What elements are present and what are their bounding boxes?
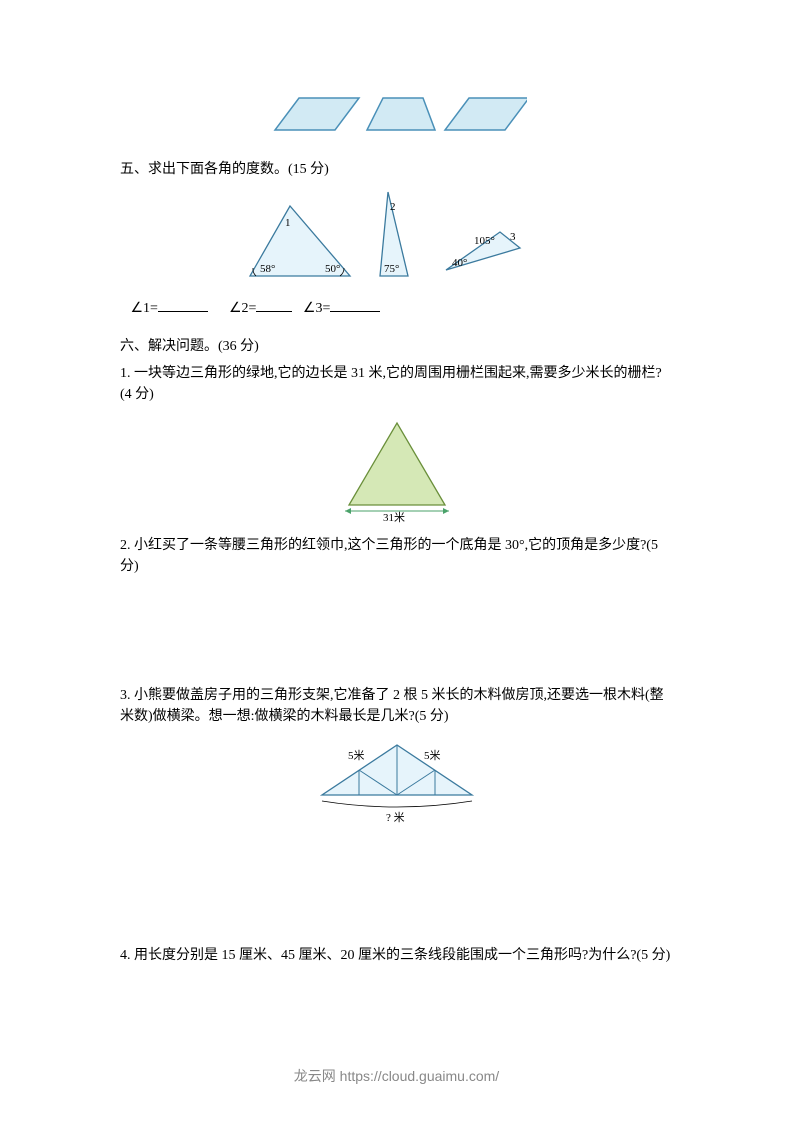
section5-answers: ∠1= ∠2= ∠3=: [120, 298, 673, 317]
quadrilaterals-svg: [267, 88, 527, 140]
problem-4: 4. 用长度分别是 15 厘米、45 厘米、20 厘米的三条线段能围成一个三角形…: [120, 945, 673, 966]
tri2-bottom: 75°: [384, 263, 399, 275]
p3-bottom: ? 米: [386, 811, 405, 824]
tri1-target: 1: [285, 217, 291, 229]
tri2-target: 2: [390, 201, 396, 213]
top-shapes-figure: [120, 88, 673, 140]
trapezoid: [367, 98, 435, 130]
p3-svg: 5米 5米 ? 米: [312, 735, 482, 825]
tri3-target: 3: [510, 231, 516, 243]
tri1-angle-left: 58°: [260, 263, 275, 275]
triangle-2-svg: 2 75°: [372, 186, 422, 286]
problem-2: 2. 小红买了一条等腰三角形的红领巾,这个三角形的一个底角是 30°,它的顶角是…: [120, 535, 673, 577]
p1-figure: 31米: [120, 413, 673, 523]
section5-figures: 58° 50° 1 2 75° 105° 40° 3: [120, 186, 673, 286]
page: 五、求出下面各角的度数。(15 分) 58° 50° 1 2 75° 105° …: [0, 0, 793, 1122]
p3-figure: 5米 5米 ? 米: [120, 735, 673, 825]
problem-3: 3. 小熊要做盖房子用的三角形支架,它准备了 2 根 5 米长的木料做房顶,还要…: [120, 685, 673, 727]
section6-title: 六、解决问题。(36 分): [120, 335, 673, 355]
triangle-1-svg: 58° 50° 1: [240, 186, 360, 286]
parallelogram-1: [275, 98, 359, 130]
p3-left: 5米: [348, 749, 365, 762]
tri1-angle-right: 50°: [325, 263, 340, 275]
footer: 龙云网 https://cloud.guaimu.com/: [0, 1066, 793, 1086]
p3-right: 5米: [424, 749, 441, 762]
a1-label: ∠1=: [131, 301, 158, 316]
a3-blank[interactable]: [330, 298, 380, 312]
a2-label: ∠2=: [229, 301, 256, 316]
p1-triangle: [349, 423, 445, 505]
p1-svg: 31米: [337, 413, 457, 523]
problem-1: 1. 一块等边三角形的绿地,它的边长是 31 米,它的周围用栅栏围起来,需要多少…: [120, 363, 673, 405]
parallelogram-2: [445, 98, 527, 130]
p1-base-label: 31米: [383, 511, 405, 523]
triangle-3-svg: 105° 40° 3: [440, 186, 530, 286]
a3-label: ∠3=: [303, 301, 330, 316]
a1-blank[interactable]: [158, 298, 208, 312]
a2-blank[interactable]: [256, 298, 292, 312]
tri3-40: 40°: [452, 257, 467, 269]
section5-title: 五、求出下面各角的度数。(15 分): [120, 158, 673, 178]
tri3-105: 105°: [474, 235, 495, 247]
